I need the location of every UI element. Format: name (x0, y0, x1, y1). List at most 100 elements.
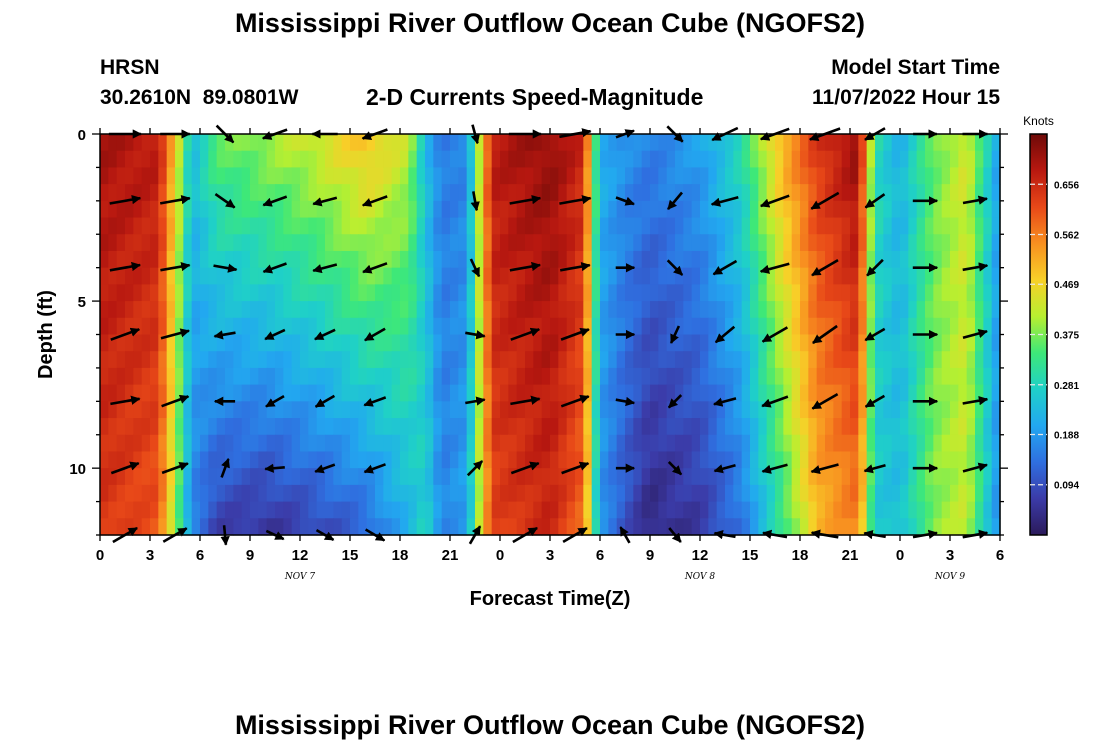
heatmap-cell (258, 184, 268, 202)
current-vector-arrow (465, 396, 486, 406)
heatmap-cell (475, 367, 484, 386)
heatmap-cell (116, 468, 126, 486)
heatmap-cell (225, 401, 234, 419)
current-vector-arrow (361, 195, 388, 207)
heatmap-cell (141, 418, 151, 436)
current-vector-arrow (714, 325, 736, 344)
heatmap-cell (316, 451, 326, 469)
heatmap-cell (491, 134, 501, 152)
heatmap-cell (308, 167, 318, 185)
heatmap-cell (633, 518, 643, 536)
heatmap-cell (933, 518, 943, 536)
heatmap-cell (741, 384, 751, 402)
heatmap-cell (991, 200, 1001, 219)
heatmap-cell (375, 200, 384, 219)
heatmap-cell (450, 250, 459, 269)
heatmap-cell (450, 401, 459, 419)
heatmap-cell (400, 367, 409, 386)
current-vector-arrow (667, 394, 683, 409)
heatmap-cell (225, 301, 234, 319)
heatmap-cell (408, 351, 418, 369)
heatmap-cell (575, 167, 584, 185)
heatmap-cell (966, 351, 976, 369)
heatmap-cell (983, 284, 993, 302)
heatmap-cell (308, 468, 318, 486)
heatmap-cell (308, 150, 318, 169)
heatmap-cell (125, 150, 134, 169)
heatmap-cell (825, 351, 834, 369)
heatmap-cell (150, 234, 159, 252)
heatmap-cell (308, 284, 318, 302)
heatmap-cell (566, 418, 576, 436)
heatmap-cell (966, 468, 976, 486)
heatmap-cell (533, 184, 543, 202)
heatmap-cell (175, 334, 184, 352)
heatmap-cell (541, 284, 551, 302)
heatmap-cell (166, 217, 176, 235)
heatmap-cell (800, 434, 809, 453)
heatmap-cell (716, 284, 726, 302)
heatmap-cell (775, 367, 784, 386)
heatmap-cell (433, 217, 443, 235)
heatmap-cell (175, 484, 184, 503)
heatmap-cell (783, 434, 793, 453)
heatmap-cell (483, 334, 493, 352)
heatmap-cell (375, 451, 384, 469)
heatmap-cell (991, 234, 1001, 252)
heatmap-cell (291, 217, 301, 235)
heatmap-cell (366, 267, 376, 285)
heatmap-cell (841, 468, 851, 486)
heatmap-cell (583, 367, 593, 386)
heatmap-cell (750, 250, 759, 269)
heatmap-cell (491, 518, 501, 536)
heatmap-cell (766, 468, 776, 486)
heatmap-cell (116, 434, 126, 453)
heatmap-cell (941, 484, 951, 503)
heatmap-cell (208, 518, 218, 536)
heatmap-cell (366, 200, 376, 219)
heatmap-cell (441, 367, 451, 386)
heatmap-cell (433, 317, 443, 336)
heatmap-cell (275, 167, 284, 185)
heatmap-cell (916, 384, 926, 402)
heatmap-cell (183, 134, 193, 152)
heatmap-cell (391, 468, 401, 486)
heatmap-cell (158, 301, 168, 319)
heatmap-cell (250, 351, 259, 369)
heatmap-cell (800, 367, 809, 386)
heatmap-cell (550, 468, 559, 486)
heatmap-cell (341, 167, 351, 185)
heatmap-cell (641, 317, 651, 336)
heatmap-cell (675, 367, 684, 386)
heatmap-cell (741, 418, 751, 436)
heatmap-cell (925, 234, 934, 252)
current-vector-arrow (962, 262, 989, 272)
heatmap-cell (150, 384, 159, 402)
heatmap-cell (316, 200, 326, 219)
heatmap-cell (600, 150, 609, 169)
heatmap-cell (858, 250, 868, 269)
heatmap-cell (541, 501, 551, 519)
heatmap-cell (858, 468, 868, 486)
current-vector-arrow (312, 263, 338, 274)
heatmap-cell (916, 484, 926, 503)
heatmap-cell (958, 167, 968, 185)
heatmap-cell (783, 451, 793, 469)
heatmap-cell (400, 468, 409, 486)
heatmap-cell (683, 317, 693, 336)
heatmap-cell (291, 167, 301, 185)
heatmap-cell (116, 451, 126, 469)
heatmap-cell (591, 484, 601, 503)
heatmap-cell (475, 250, 484, 269)
heatmap-cell (475, 484, 484, 503)
heatmap-cell (500, 367, 509, 386)
heatmap-cell (933, 134, 943, 152)
heatmap-cell (200, 301, 209, 319)
heatmap-cell (750, 384, 759, 402)
heatmap-cell (683, 184, 693, 202)
current-vector-arrow (470, 191, 480, 212)
heatmap-cell (300, 200, 309, 219)
heatmap-cell (633, 267, 643, 285)
heatmap-cell (875, 234, 884, 252)
heatmap-cell (491, 284, 501, 302)
